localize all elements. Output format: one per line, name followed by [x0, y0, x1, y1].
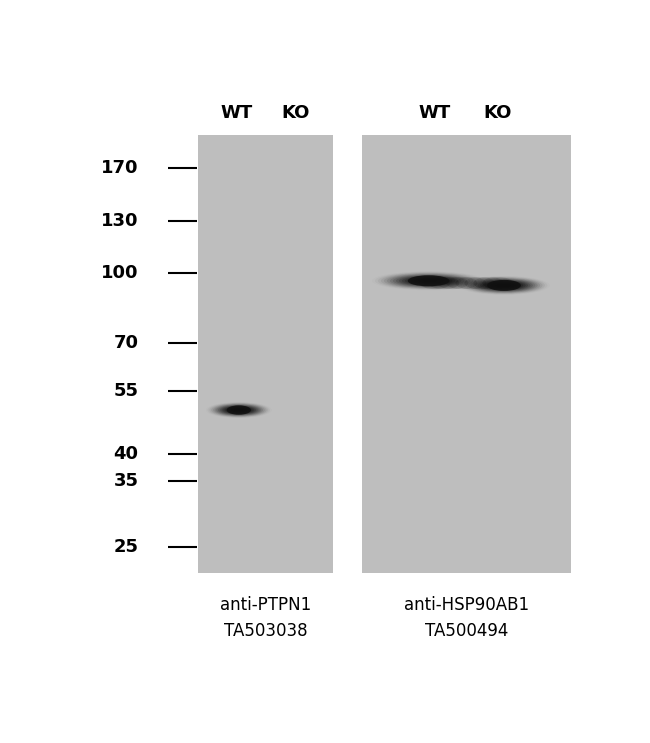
Ellipse shape	[482, 281, 526, 290]
Text: 100: 100	[101, 264, 138, 282]
Ellipse shape	[468, 278, 540, 293]
Ellipse shape	[420, 279, 437, 282]
Ellipse shape	[473, 277, 504, 289]
Ellipse shape	[488, 282, 521, 289]
Text: anti-HSP90AB1
TA500494: anti-HSP90AB1 TA500494	[404, 596, 529, 640]
Ellipse shape	[485, 282, 523, 290]
Ellipse shape	[227, 406, 251, 415]
Ellipse shape	[495, 283, 514, 288]
Ellipse shape	[211, 403, 266, 417]
Ellipse shape	[428, 277, 460, 289]
Ellipse shape	[426, 280, 432, 282]
Ellipse shape	[402, 276, 456, 285]
Ellipse shape	[478, 280, 530, 291]
Ellipse shape	[227, 407, 251, 413]
Ellipse shape	[480, 280, 528, 291]
Ellipse shape	[213, 403, 265, 416]
Text: 35: 35	[113, 472, 138, 490]
Ellipse shape	[214, 404, 263, 416]
Ellipse shape	[422, 280, 435, 282]
Ellipse shape	[387, 273, 471, 288]
Ellipse shape	[209, 403, 268, 418]
Ellipse shape	[384, 273, 473, 288]
Ellipse shape	[447, 277, 477, 289]
Ellipse shape	[232, 409, 246, 412]
Ellipse shape	[225, 406, 253, 413]
Ellipse shape	[405, 277, 452, 285]
Ellipse shape	[482, 277, 513, 289]
Ellipse shape	[475, 279, 533, 291]
Ellipse shape	[237, 409, 240, 410]
Text: 55: 55	[113, 382, 138, 400]
Text: KO: KO	[281, 103, 309, 122]
Text: WT: WT	[220, 103, 252, 122]
Ellipse shape	[413, 279, 443, 283]
Ellipse shape	[408, 277, 450, 285]
Ellipse shape	[464, 277, 495, 289]
Ellipse shape	[222, 406, 256, 415]
Ellipse shape	[488, 280, 521, 291]
Ellipse shape	[456, 277, 486, 289]
Ellipse shape	[497, 284, 512, 287]
Text: 25: 25	[113, 539, 138, 557]
Ellipse shape	[396, 276, 461, 286]
Ellipse shape	[437, 277, 468, 289]
Ellipse shape	[411, 278, 447, 284]
Ellipse shape	[499, 285, 509, 286]
Ellipse shape	[393, 275, 465, 287]
Text: 40: 40	[113, 445, 138, 464]
Ellipse shape	[502, 285, 506, 286]
Ellipse shape	[399, 276, 458, 286]
Ellipse shape	[216, 404, 261, 415]
Ellipse shape	[465, 277, 543, 293]
Ellipse shape	[417, 279, 441, 283]
Text: 170: 170	[101, 158, 138, 177]
Ellipse shape	[223, 406, 254, 414]
Ellipse shape	[419, 277, 450, 289]
Text: 130: 130	[101, 212, 138, 230]
Bar	[361, 135, 571, 573]
Ellipse shape	[473, 279, 536, 292]
Ellipse shape	[381, 273, 476, 289]
Ellipse shape	[492, 283, 516, 288]
Ellipse shape	[220, 406, 258, 415]
Text: 70: 70	[113, 334, 138, 352]
Ellipse shape	[218, 405, 259, 415]
Text: anti-PTPN1
TA503038: anti-PTPN1 TA503038	[220, 596, 311, 640]
Ellipse shape	[390, 274, 467, 288]
Ellipse shape	[230, 408, 248, 412]
Ellipse shape	[235, 409, 242, 411]
Ellipse shape	[471, 279, 538, 293]
Ellipse shape	[408, 276, 450, 286]
Ellipse shape	[463, 277, 545, 294]
Text: KO: KO	[484, 103, 512, 122]
Bar	[198, 135, 333, 573]
Text: WT: WT	[419, 103, 451, 122]
Ellipse shape	[233, 409, 244, 412]
Ellipse shape	[228, 407, 249, 412]
Ellipse shape	[489, 282, 519, 288]
